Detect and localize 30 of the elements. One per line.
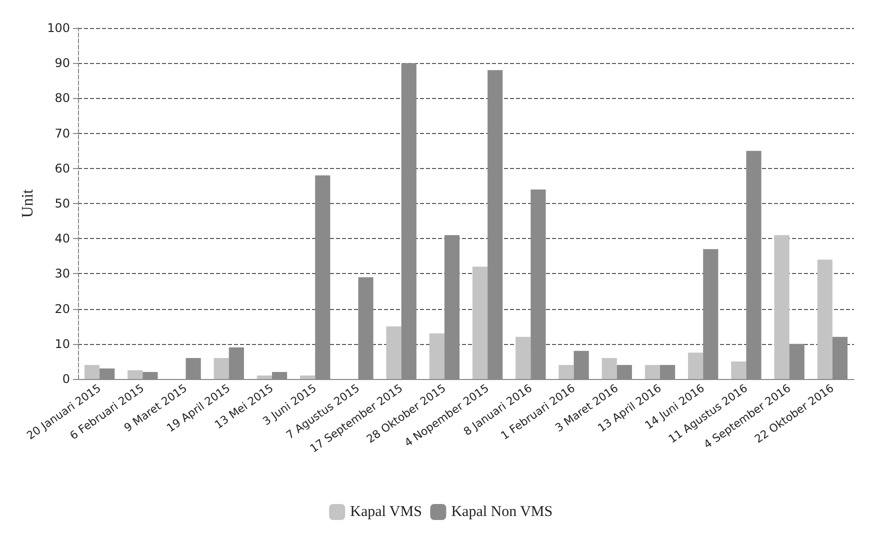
bar bbox=[774, 235, 790, 379]
y-axis-title: Unit bbox=[20, 188, 36, 218]
bar bbox=[256, 375, 272, 379]
y-tick-label: 90 bbox=[54, 56, 70, 70]
y-tick-label: 20 bbox=[54, 302, 70, 316]
y-tick-label: 100 bbox=[47, 21, 70, 35]
bar bbox=[429, 333, 444, 379]
y-tick-label: 40 bbox=[54, 232, 70, 246]
bar bbox=[644, 364, 660, 379]
legend-label: Kapal VMS bbox=[350, 504, 422, 520]
y-tick-label: 50 bbox=[54, 196, 70, 210]
y-tick-label: 0 bbox=[62, 372, 70, 386]
bar bbox=[300, 375, 316, 379]
bar bbox=[688, 352, 704, 379]
bar bbox=[558, 364, 574, 379]
bar bbox=[472, 266, 488, 379]
bar bbox=[817, 260, 832, 379]
bar bbox=[516, 336, 531, 379]
y-tick-label: 30 bbox=[54, 266, 70, 281]
bar bbox=[731, 361, 746, 379]
y-tick-label: 60 bbox=[54, 161, 70, 176]
y-tick-label: 70 bbox=[54, 126, 70, 140]
bar bbox=[84, 364, 100, 379]
y-tick-label: 80 bbox=[54, 91, 70, 106]
bar bbox=[128, 370, 143, 379]
bar bbox=[386, 326, 402, 379]
legend-label: Kapal Non VMS bbox=[451, 504, 553, 520]
y-tick-label: 10 bbox=[54, 336, 70, 351]
bar bbox=[214, 358, 229, 379]
bar bbox=[602, 358, 617, 379]
